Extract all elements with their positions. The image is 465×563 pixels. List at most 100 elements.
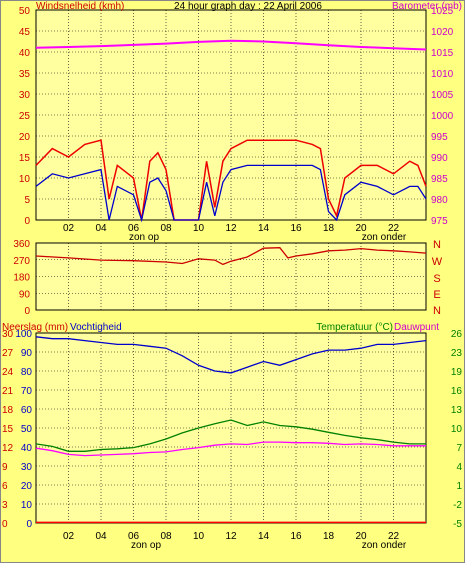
wind-x-tick: 04	[95, 223, 107, 234]
humidity-y-tick: 0	[26, 519, 32, 530]
humidity-x-tick: 02	[63, 531, 75, 542]
direction-y-tick: 0	[24, 306, 30, 317]
wind-y-tick: 0	[24, 216, 30, 227]
rain-y-tick: 24	[2, 367, 14, 378]
humidity-y-tick: 70	[21, 386, 33, 397]
wind-y-tick: 15	[19, 153, 31, 164]
temperature-y-tick: -5	[453, 519, 462, 530]
temperature-y-tick: -2	[453, 500, 462, 511]
temperature-y-tick: 26	[451, 329, 463, 340]
series-lines	[35, 39, 427, 524]
sunset-label-bottom: zon onder	[362, 540, 407, 551]
barometer-line	[35, 39, 427, 51]
temperature-y-tick: 4	[456, 462, 462, 473]
wind-x-tick: 12	[225, 223, 237, 234]
wind-y-tick: 25	[19, 111, 31, 122]
temperature-label: Temperatuur (°C)	[316, 322, 393, 333]
barometer-y-tick: 975	[431, 216, 448, 227]
wind-left-label: Windsnelheid (kmh)	[36, 1, 124, 12]
barometer-y-tick: 1010	[431, 69, 454, 80]
wind-y-tick: 20	[19, 132, 31, 143]
dewpoint-line	[35, 441, 426, 457]
temperature-y-tick: 7	[456, 443, 462, 454]
wind-x-tick: 10	[193, 223, 205, 234]
temperature-y-tick: 16	[451, 386, 463, 397]
rain-y-tick: 12	[2, 443, 14, 454]
grid-lines	[36, 10, 426, 523]
direction-y-tick: 360	[13, 239, 30, 250]
dir-letter-e: E	[433, 289, 440, 301]
temperature-y-tick: 13	[451, 405, 463, 416]
barometer-y-tick: 1005	[431, 90, 454, 101]
humidity-x-tick: 04	[95, 531, 107, 542]
wind-x-tick: 16	[290, 223, 302, 234]
rain-label: Neerslag (mm)	[2, 322, 68, 333]
dir-letter-n-bottom: N	[433, 305, 441, 317]
humidity-y-tick: 100	[15, 329, 32, 340]
humidity-line	[35, 336, 427, 374]
humidity-x-tick: 08	[160, 531, 172, 542]
wind-y-tick: 10	[19, 174, 31, 185]
temperature-y-tick: 19	[451, 367, 463, 378]
barometer-y-tick: 1025	[431, 6, 454, 17]
sunset-label-top: zon onder	[362, 232, 407, 243]
humidity-x-tick: 12	[225, 531, 237, 542]
humidity-x-tick: 14	[258, 531, 270, 542]
dewpoint-label: Dauwpunt	[394, 322, 439, 333]
direction-line	[35, 247, 427, 266]
wind-x-tick: 22	[388, 223, 400, 234]
wind-y-tick: 30	[19, 90, 31, 101]
rain-y-tick: 30	[2, 329, 14, 340]
barometer-right-label: Barometer (mb)	[392, 1, 462, 12]
humidity-y-tick: 30	[21, 462, 33, 473]
dir-letter-s: S	[433, 273, 440, 285]
rain-y-tick: 27	[2, 348, 14, 359]
sunrise-label-top: zon op	[129, 232, 159, 243]
humidity-y-tick: 10	[21, 500, 33, 511]
wind-gust-line	[35, 164, 427, 223]
direction-y-tick: 270	[13, 256, 30, 267]
temperature-y-tick: 1	[456, 481, 462, 492]
wind-x-tick: 18	[323, 223, 335, 234]
tick-labels: 0510152025303540455097598098599099510001…	[2, 6, 462, 542]
barometer-y-tick: 1015	[431, 48, 454, 59]
humidity-y-tick: 50	[21, 424, 33, 435]
wind-speed-line	[35, 139, 427, 221]
wind-y-tick: 40	[19, 48, 31, 59]
humidity-y-tick: 60	[21, 405, 33, 416]
barometer-y-tick: 985	[431, 174, 448, 185]
humidity-x-tick: 20	[355, 531, 367, 542]
humidity-y-tick: 40	[21, 443, 33, 454]
rain-y-tick: 18	[2, 405, 14, 416]
humidity-x-tick: 10	[193, 531, 205, 542]
barometer-y-tick: 1000	[431, 111, 454, 122]
wind-y-tick: 45	[19, 27, 31, 38]
wind-y-tick: 35	[19, 69, 31, 80]
rain-y-tick: 21	[2, 386, 14, 397]
temperature-y-tick: 10	[451, 424, 463, 435]
wind-y-tick: 50	[19, 6, 31, 17]
humidity-x-tick: 22	[388, 531, 400, 542]
humidity-y-tick: 20	[21, 481, 33, 492]
chart-title: 24 hour graph day : 22 April 2006	[174, 1, 322, 12]
dir-letter-w: W	[432, 256, 443, 268]
wind-x-tick: 02	[63, 223, 75, 234]
humidity-y-tick: 90	[21, 348, 33, 359]
rain-y-tick: 9	[2, 462, 8, 473]
barometer-y-tick: 990	[431, 153, 448, 164]
wind-y-tick: 5	[24, 195, 30, 206]
wind-x-tick: 06	[128, 223, 140, 234]
humidity-label: Vochtigheid	[70, 322, 122, 333]
temperature-y-tick: 23	[451, 348, 463, 359]
humidity-x-tick: 16	[290, 531, 302, 542]
direction-y-tick: 180	[13, 273, 30, 284]
direction-y-tick: 90	[19, 289, 31, 300]
rain-y-tick: 3	[2, 500, 8, 511]
barometer-y-tick: 980	[431, 195, 448, 206]
rain-y-tick: 0	[2, 519, 8, 530]
barometer-y-tick: 1020	[431, 27, 454, 38]
temperature-line	[35, 419, 426, 452]
humidity-x-tick: 06	[128, 531, 140, 542]
wind-x-tick: 14	[258, 223, 270, 234]
